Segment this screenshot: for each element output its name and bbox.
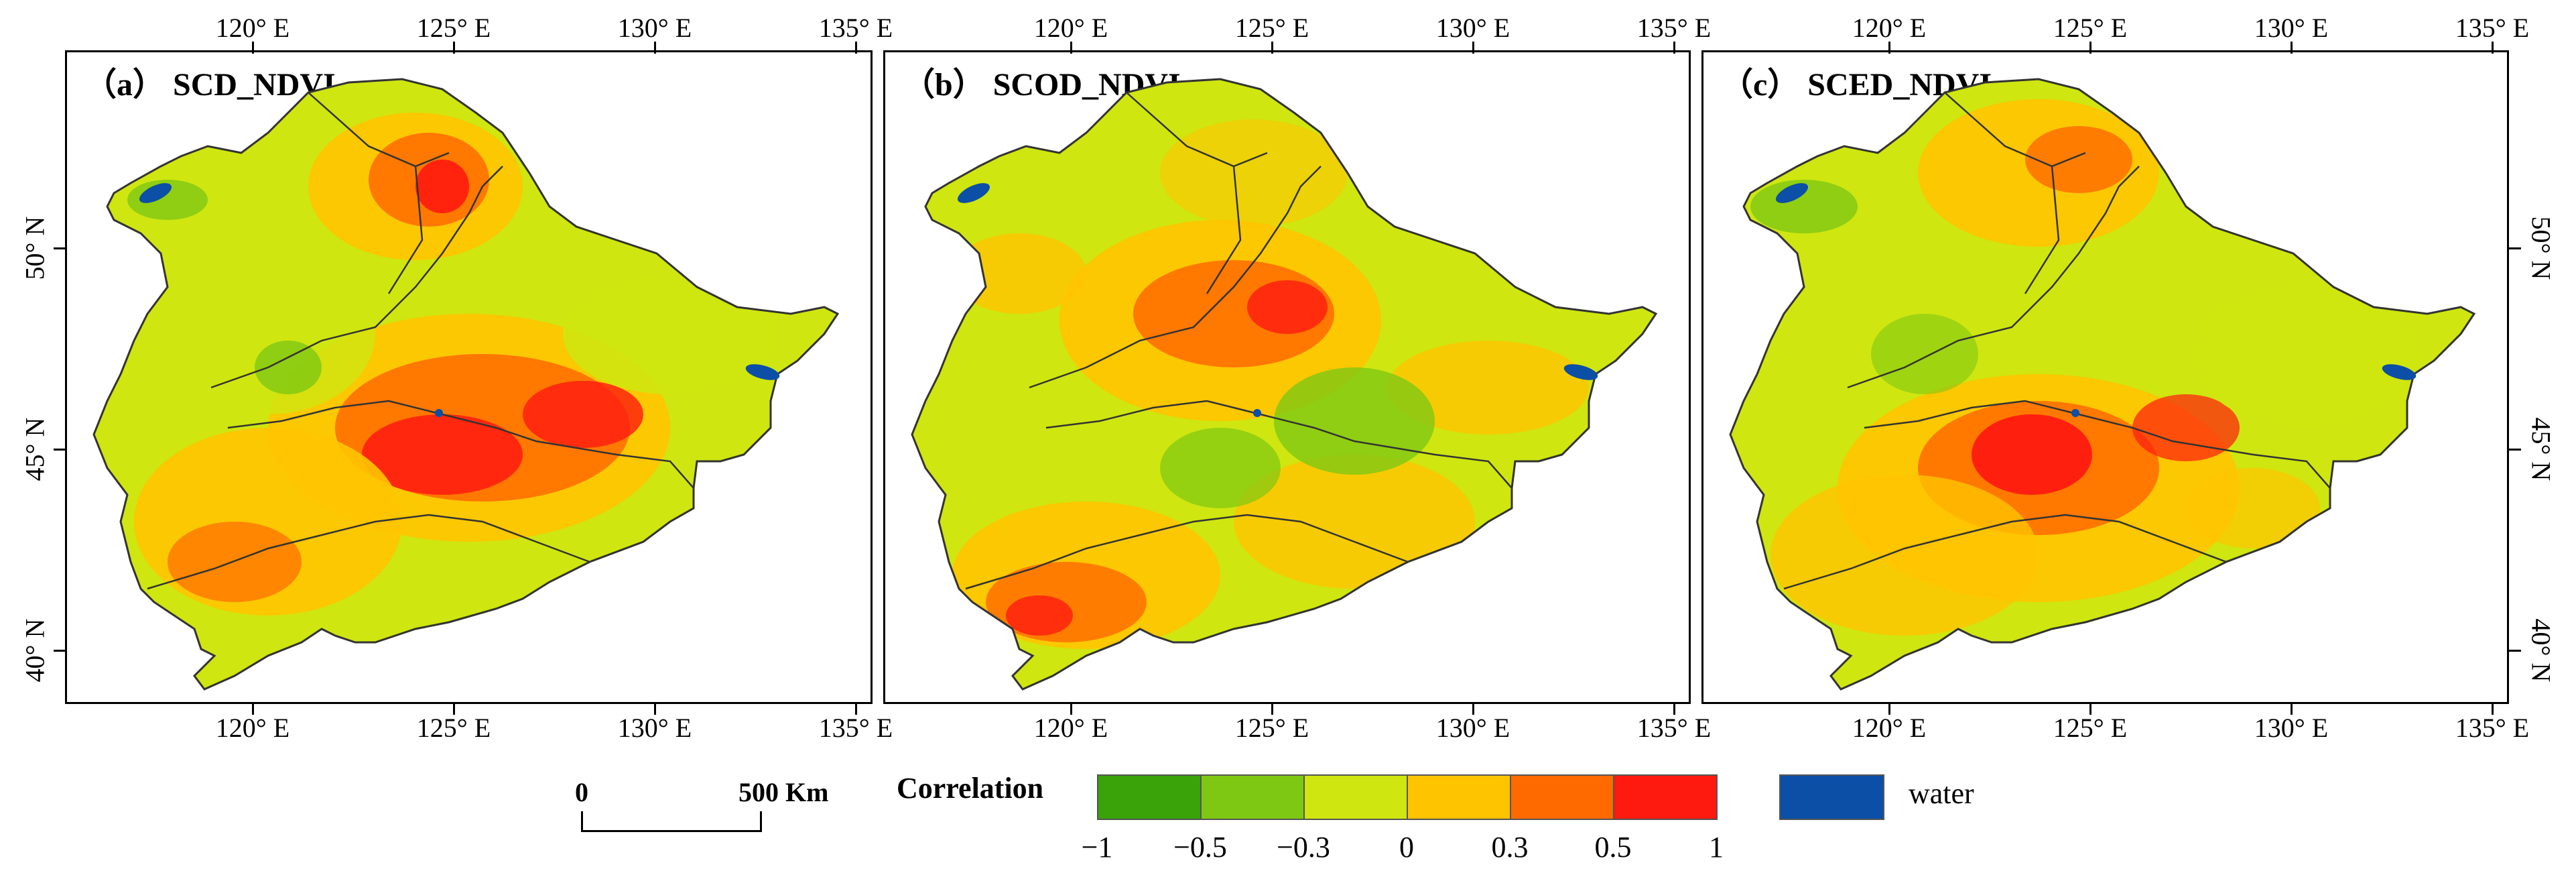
tick-mark: [252, 703, 254, 715]
tick-mark: [1070, 703, 1072, 715]
scale-bar-tick: [581, 811, 583, 832]
tick-mark: [2089, 703, 2091, 715]
longitude-tick-top: 120° E: [215, 13, 290, 43]
tick-mark: [54, 650, 66, 652]
colorbar-tick-label: −0.5: [1173, 831, 1227, 864]
longitude-tick-top: 120° E: [1852, 13, 1927, 43]
tick-mark: [1271, 42, 1273, 54]
longitude-tick-bottom: 135° E: [1636, 713, 1712, 743]
longitude-tick-top: 135° E: [2455, 13, 2530, 43]
colorbar-class-swatch: [1407, 774, 1511, 820]
latitude-tick-left: 50° N: [19, 216, 50, 280]
tick-mark: [1271, 703, 1273, 715]
longitude-tick-top: 125° E: [1234, 13, 1309, 43]
scale-bar-tick: [760, 811, 762, 832]
tick-mark: [453, 42, 455, 54]
tick-mark: [1472, 703, 1474, 715]
colorbar-tick-label: 0: [1399, 831, 1414, 864]
longitude-tick-top: 135° E: [1636, 13, 1712, 43]
longitude-tick-top: 125° E: [2053, 13, 2128, 43]
longitude-tick-top: 125° E: [416, 13, 491, 43]
tick-mark: [1070, 42, 1072, 54]
tick-mark: [2492, 42, 2494, 54]
scale-end-label: 500 Km: [738, 777, 829, 807]
scale-bar-line: [581, 830, 762, 832]
tick-mark: [54, 247, 66, 249]
latitude-tick-right: 45° N: [2526, 417, 2557, 481]
tick-mark: [1673, 703, 1675, 715]
tick-mark: [1472, 42, 1474, 54]
longitude-tick-top: 130° E: [617, 13, 692, 43]
tick-mark: [1673, 42, 1675, 54]
longitude-tick-top: 135° E: [818, 13, 893, 43]
water-label: water: [1909, 777, 1974, 810]
colorbar-tick-label: 1: [1709, 831, 1724, 864]
tick-mark: [453, 703, 455, 715]
longitude-tick-bottom: 135° E: [818, 713, 893, 743]
tick-mark: [54, 449, 66, 451]
colorbar-class-swatch: [1097, 774, 1202, 820]
longitude-tick-bottom: 135° E: [2455, 713, 2530, 743]
longitude-tick-bottom: 130° E: [2254, 713, 2329, 743]
longitude-tick-top: 130° E: [2254, 13, 2329, 43]
tick-mark: [2492, 703, 2494, 715]
longitude-tick-top: 120° E: [1033, 13, 1108, 43]
tick-mark: [2509, 650, 2521, 652]
colorbar-tick-label: −0.3: [1277, 831, 1330, 864]
colorbar-tick-label: 0.3: [1491, 831, 1529, 864]
tick-mark: [252, 42, 254, 54]
latitude-tick-right: 50° N: [2526, 216, 2557, 280]
water-swatch: [1779, 774, 1884, 820]
colorbar-class-swatch: [1613, 774, 1718, 820]
tick-mark: [2291, 703, 2293, 715]
map-panel-c: （c） SCED_NDVI: [1701, 50, 2509, 704]
colorbar-tick-label: 0.5: [1594, 831, 1632, 864]
longitude-tick-bottom: 125° E: [2053, 713, 2128, 743]
tick-mark: [654, 42, 656, 54]
map-panel-a: （a） SCD_NDVI: [65, 50, 873, 704]
tick-mark: [1888, 703, 1890, 715]
longitude-tick-bottom: 130° E: [1435, 713, 1510, 743]
colorbar-title: Correlation: [897, 772, 1044, 805]
tick-mark: [855, 703, 857, 715]
tick-mark: [2509, 247, 2521, 249]
latitude-tick-left: 45° N: [19, 417, 50, 481]
longitude-tick-bottom: 120° E: [215, 713, 290, 743]
tick-mark: [2089, 42, 2091, 54]
tick-mark: [855, 42, 857, 54]
longitude-tick-top: 130° E: [1435, 13, 1510, 43]
scale-start-label: 0: [575, 777, 588, 807]
latitude-tick-right: 40° N: [2526, 618, 2557, 683]
longitude-tick-bottom: 125° E: [416, 713, 491, 743]
tick-mark: [2509, 449, 2521, 451]
region-map: [1729, 78, 2475, 691]
colorbar-class-swatch: [1303, 774, 1408, 820]
colorbar-class-swatch: [1200, 774, 1305, 820]
tick-mark: [1888, 42, 1890, 54]
longitude-tick-bottom: 120° E: [1033, 713, 1108, 743]
colorbar-tick-label: −1: [1081, 831, 1113, 864]
longitude-tick-bottom: 130° E: [617, 713, 692, 743]
region-map: [911, 78, 1657, 691]
longitude-tick-bottom: 125° E: [1234, 713, 1309, 743]
tick-mark: [2291, 42, 2293, 54]
colorbar-class-swatch: [1510, 774, 1614, 820]
latitude-tick-left: 40° N: [19, 618, 50, 683]
tick-mark: [654, 703, 656, 715]
region-map: [92, 78, 839, 691]
map-panel-b: （b） SCOD_NDVI: [883, 50, 1691, 704]
longitude-tick-bottom: 120° E: [1852, 713, 1927, 743]
